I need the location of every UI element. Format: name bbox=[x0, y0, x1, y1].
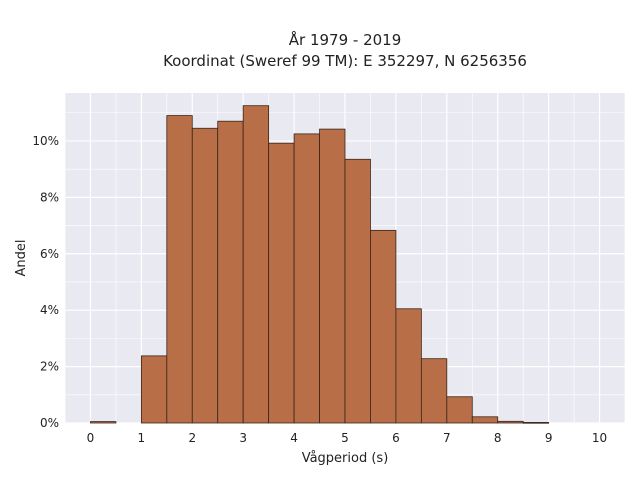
x-axis-label: Vågperiod (s) bbox=[302, 451, 389, 466]
x-tick-label: 8 bbox=[494, 431, 502, 445]
histogram-bar bbox=[522, 422, 550, 424]
histogram-bar bbox=[497, 420, 524, 424]
x-tick-label: 1 bbox=[138, 431, 146, 445]
x-tick-label: 3 bbox=[239, 431, 247, 445]
chart-title-line1: År 1979 - 2019 bbox=[289, 30, 402, 49]
x-tick-label: 6 bbox=[392, 431, 400, 445]
histogram-bar bbox=[395, 308, 422, 424]
chart-title-line2: Koordinat (Sweref 99 TM): E 352297, N 62… bbox=[163, 52, 527, 70]
y-axis-label: Andel bbox=[14, 240, 29, 277]
y-tick-label: 4% bbox=[40, 303, 59, 317]
histogram-bar bbox=[370, 229, 397, 424]
histogram-bar bbox=[140, 355, 168, 424]
histogram-bar bbox=[319, 128, 346, 424]
x-tick-label: 0 bbox=[87, 431, 95, 445]
x-tick-labels: 0 1 2 3 4 5 6 7 8 9 10 bbox=[87, 431, 608, 445]
histogram-bar bbox=[242, 105, 270, 424]
y-tick-label: 8% bbox=[40, 190, 59, 204]
histogram-bar bbox=[217, 120, 244, 424]
x-tick-label: 7 bbox=[443, 431, 451, 445]
histogram-bar bbox=[344, 158, 371, 424]
histogram-bar bbox=[293, 133, 320, 424]
histogram-bar bbox=[471, 416, 499, 424]
histogram-bar bbox=[191, 127, 219, 424]
histogram-bar bbox=[90, 421, 117, 424]
y-tick-label: 2% bbox=[40, 360, 59, 374]
histogram-bar bbox=[166, 115, 193, 424]
histogram-bar bbox=[420, 358, 448, 424]
x-tick-label: 10 bbox=[592, 431, 607, 445]
x-tick-label: 5 bbox=[341, 431, 349, 445]
x-tick-label: 9 bbox=[545, 431, 553, 445]
bars bbox=[90, 105, 550, 424]
histogram-bar bbox=[268, 142, 295, 424]
histogram-bar bbox=[446, 396, 473, 424]
y-tick-label: 0% bbox=[40, 416, 59, 430]
x-tick-label: 4 bbox=[290, 431, 298, 445]
y-tick-labels: 0% 2% 4% 6% 8% 10% bbox=[32, 134, 59, 430]
y-tick-label: 10% bbox=[32, 134, 59, 148]
x-tick-label: 2 bbox=[188, 431, 196, 445]
y-tick-label: 6% bbox=[40, 247, 59, 261]
